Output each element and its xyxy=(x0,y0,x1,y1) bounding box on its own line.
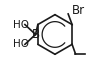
Text: HO: HO xyxy=(13,20,29,30)
Text: Br: Br xyxy=(72,4,85,17)
Text: HO: HO xyxy=(13,39,29,49)
Text: B: B xyxy=(31,28,40,41)
